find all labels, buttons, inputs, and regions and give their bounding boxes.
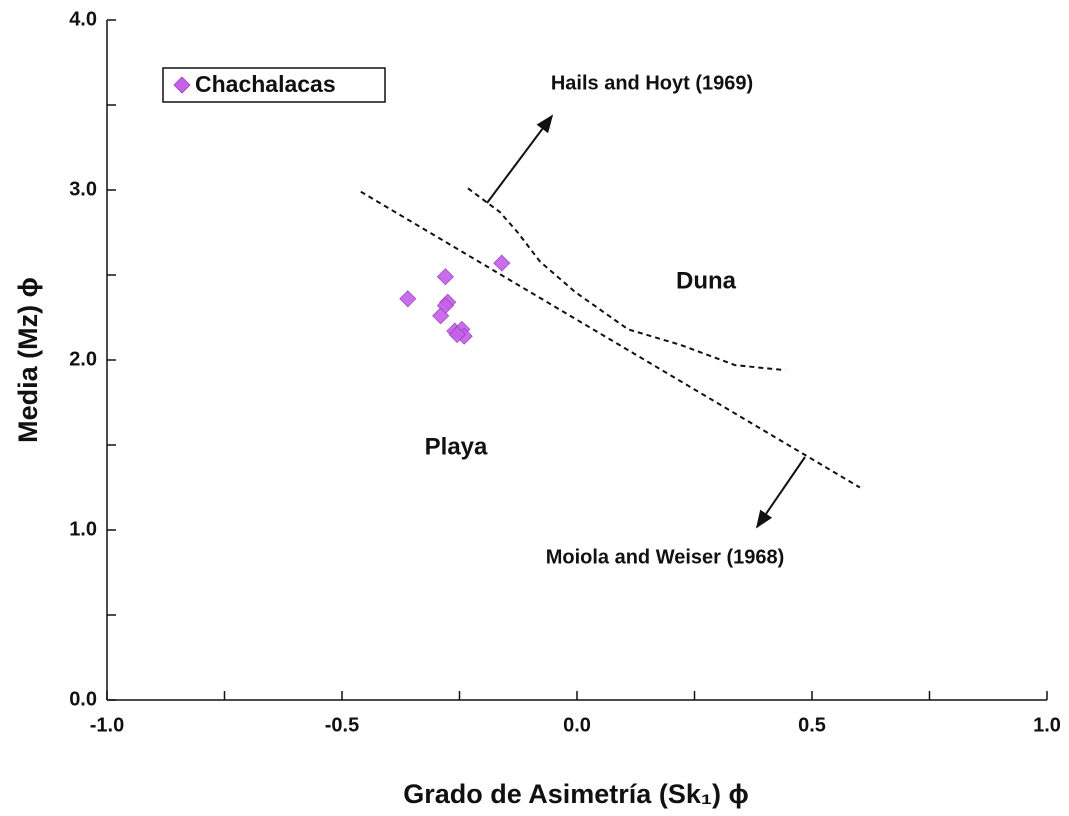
x-tick-label: -1.0 — [90, 714, 124, 736]
x-tick-label: -0.5 — [325, 714, 359, 736]
scatter-point — [432, 307, 450, 325]
scatter-point — [493, 254, 511, 272]
y-tick-label: 1.0 — [69, 518, 97, 540]
y-tick-label: 0.0 — [69, 688, 97, 710]
legend-marker — [173, 76, 191, 94]
annotation: Hails and Hoyt (1969) — [551, 72, 753, 94]
y-tick-label: 3.0 — [69, 178, 97, 200]
x-tick-label: 1.0 — [1033, 714, 1061, 736]
y-tick-label: 4.0 — [69, 8, 97, 30]
scatter-point — [399, 290, 417, 308]
annotation-arrow — [486, 114, 554, 204]
legend-box — [162, 67, 386, 103]
legend-label: Chachalacas — [195, 71, 336, 97]
reference-line — [467, 187, 786, 372]
reference-line — [360, 190, 861, 489]
y-tick-label: 2.0 — [69, 348, 97, 370]
scatter-point — [448, 325, 466, 344]
scatter-point — [436, 268, 454, 286]
annotation-arrow — [755, 456, 806, 529]
x-tick-label: 0.0 — [563, 714, 591, 736]
region-label: Playa — [425, 433, 488, 460]
x-axis-title: Grado de Asimetría (Sk₁) ϕ — [403, 779, 749, 809]
region-label: Duna — [676, 267, 737, 294]
x-tick-label: 0.5 — [798, 714, 826, 736]
annotation: Moiola and Weiser (1968) — [546, 546, 785, 568]
y-axis-title: Media (Mz) ϕ — [13, 277, 43, 443]
